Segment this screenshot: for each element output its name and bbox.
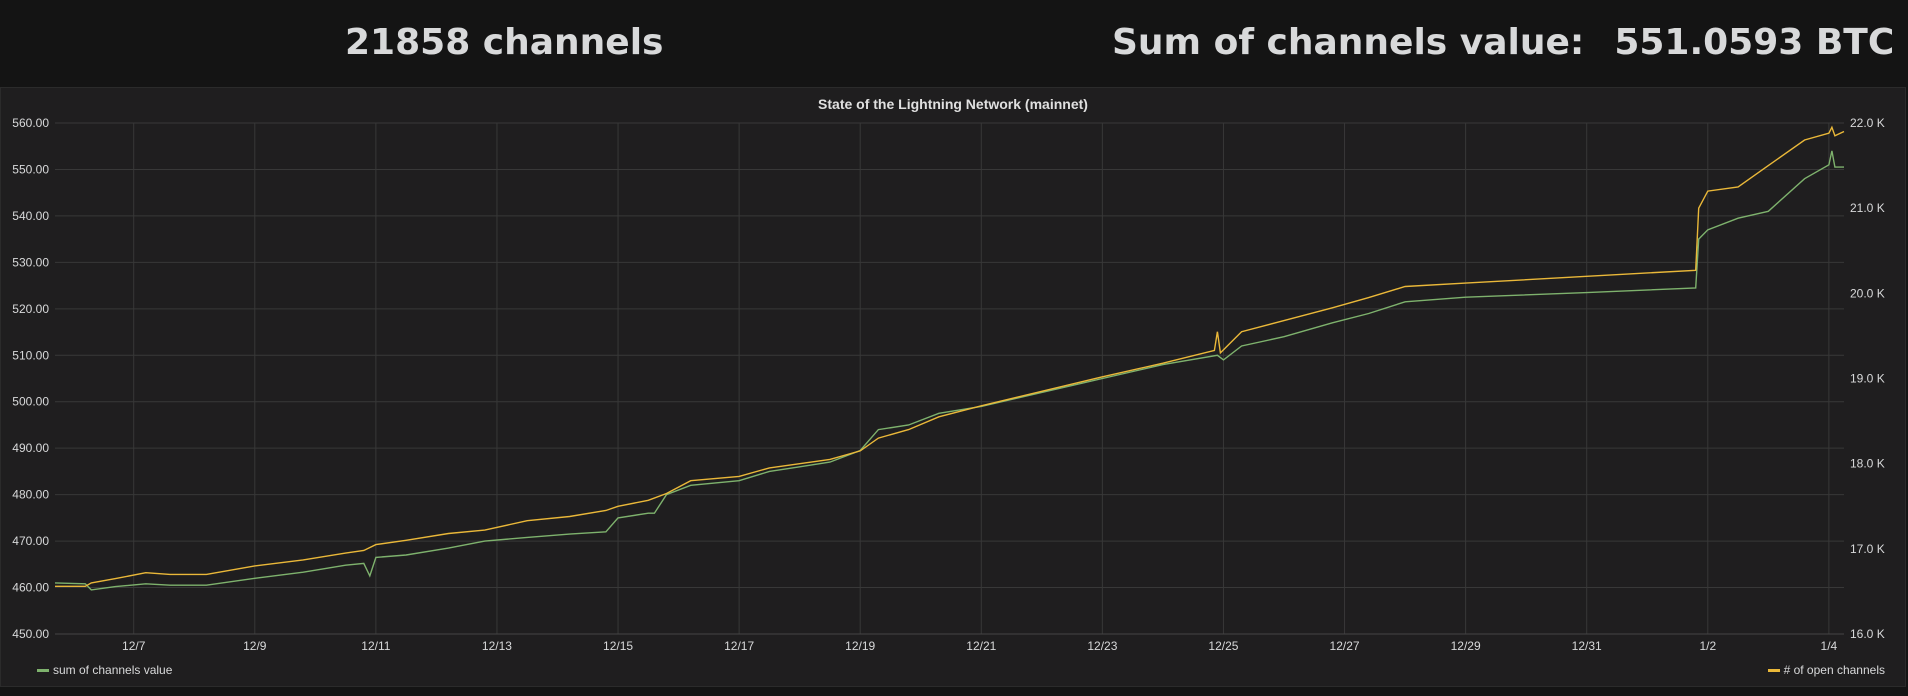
y-left-tick-label: 520.00 [12, 302, 49, 316]
chart-panel: State of the Lightning Network (mainnet)… [0, 87, 1906, 687]
x-tick-label: 12/29 [1451, 639, 1481, 653]
x-tick-label: 12/31 [1572, 639, 1602, 653]
y-right-tick-label: 19.0 K [1850, 372, 1885, 386]
y-right-tick-label: 22.0 K [1850, 116, 1885, 130]
y-left-tick-label: 460.00 [12, 581, 49, 595]
y-left-tick-label: 450.00 [12, 627, 49, 641]
y-right-tick-label: 16.0 K [1850, 627, 1885, 641]
y-left-tick-label: 560.00 [12, 116, 49, 130]
x-tick-label: 12/21 [966, 639, 996, 653]
x-tick-label: 12/17 [724, 639, 754, 653]
y-right-tick-label: 18.0 K [1850, 457, 1885, 471]
sum-label: Sum of channels value: [1112, 22, 1585, 63]
y-left-tick-label: 550.00 [12, 162, 49, 176]
x-tick-label: 12/13 [482, 639, 512, 653]
sum-value-stat: Sum of channels value: 551.0593 BTC [1112, 22, 1894, 63]
x-tick-label: 12/27 [1330, 639, 1360, 653]
chart-title[interactable]: State of the Lightning Network (mainnet) [818, 96, 1088, 112]
y-left-tick-label: 530.00 [12, 255, 49, 269]
y-right-tick-label: 17.0 K [1850, 542, 1885, 556]
x-tick-label: 12/11 [361, 639, 390, 653]
series-line-sum-of-channels [54, 150, 1844, 591]
y-right-tick-label: 20.0 K [1850, 286, 1885, 300]
legend-open-channels[interactable]: # of open channels [1767, 663, 1885, 677]
x-tick-label: 1/2 [1699, 639, 1716, 653]
y-left-tick-label: 490.00 [12, 441, 49, 455]
x-tick-label: 12/25 [1208, 639, 1238, 653]
stats-row: 21858 channels Sum of channels value: 551… [0, 0, 1908, 86]
channel-count-stat: 21858 channels [345, 22, 664, 63]
x-tick-label: 12/7 [122, 639, 146, 653]
y-left-tick-label: 510.00 [12, 348, 49, 362]
y-left-tick-label: 540.00 [12, 209, 49, 223]
y-left-tick-label: 470.00 [12, 534, 49, 548]
x-tick-label: 12/23 [1087, 639, 1117, 653]
x-tick-label: 12/15 [603, 639, 633, 653]
sum-value: 551.0593 BTC [1614, 22, 1895, 63]
y-left-tick-label: 480.00 [12, 488, 49, 502]
legend-sum-of-channels[interactable]: sum of channels value [37, 663, 172, 677]
y-left-tick-label: 500.00 [12, 395, 49, 409]
y-right-tick-label: 21.0 K [1850, 201, 1885, 215]
series-line-open-channels [55, 125, 1845, 587]
line-chart: 450.00 460.00 470.00 480.00 490.00 500.00 510.… [12, 116, 1885, 653]
x-tick-label: 1/4 [1821, 639, 1838, 653]
x-tick-label: 12/9 [243, 639, 267, 653]
x-tick-label: 12/19 [845, 639, 875, 653]
